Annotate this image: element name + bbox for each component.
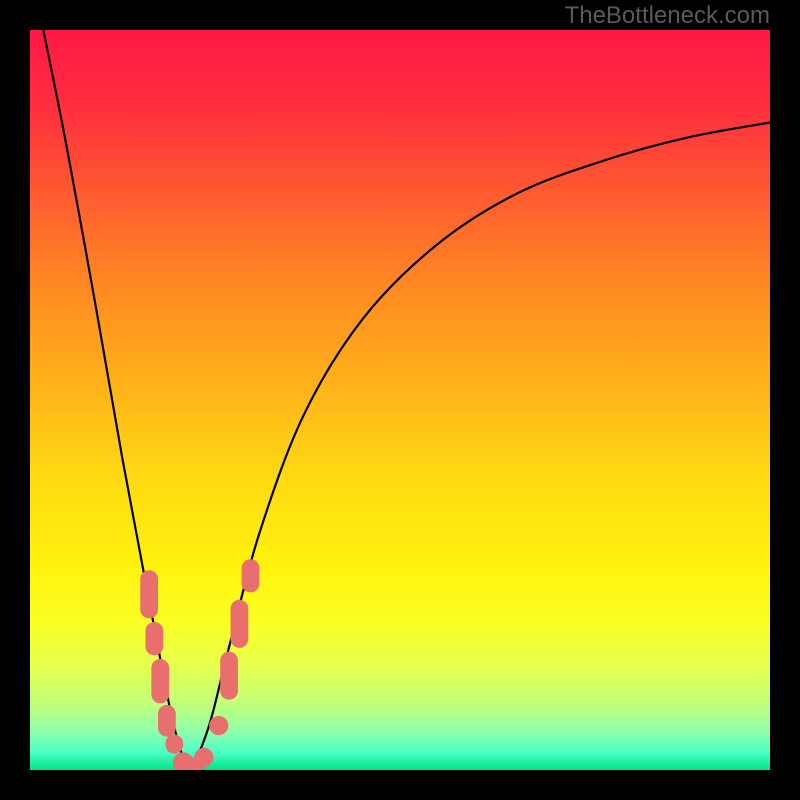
bottleneck-chart: TheBottleneck.com [0, 0, 800, 800]
curve-right-branch [189, 123, 770, 771]
watermark-text: TheBottleneck.com [565, 2, 770, 30]
marker-capsule [151, 659, 169, 703]
marker-dot [194, 748, 213, 767]
curve-left-branch [43, 30, 189, 770]
marker-capsule [140, 570, 158, 618]
marker-capsule [158, 705, 176, 737]
bottleneck-curve [43, 30, 770, 770]
marker-capsule [145, 622, 163, 655]
chart-svg-layer [0, 0, 800, 800]
marker-dot [209, 716, 228, 735]
marker-capsule [220, 652, 238, 700]
marker-capsule [165, 734, 183, 753]
marker-capsule [242, 559, 260, 592]
data-point-markers [140, 559, 259, 777]
marker-capsule [231, 600, 249, 648]
